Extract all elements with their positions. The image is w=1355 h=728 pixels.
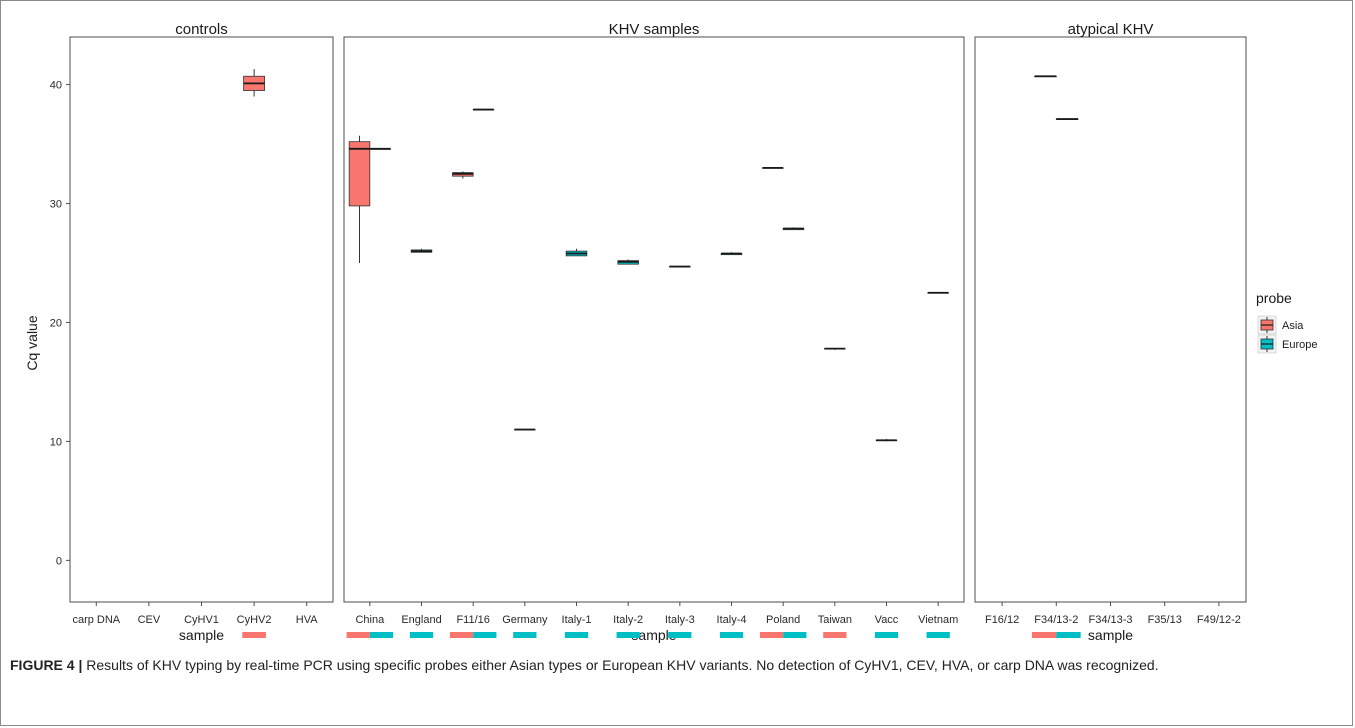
x-tick-label-f49-12-2: F49/12-2: [1197, 614, 1241, 626]
caption-text: Results of KHV typing by real-time PCR u…: [82, 657, 1159, 673]
x-tick-label-vietnam: Vietnam: [918, 614, 958, 626]
box-khv-samples-poland-europe: [782, 227, 805, 231]
probe-key-europe: [719, 632, 744, 638]
x-tick-label-italy-3: Italy-3: [665, 614, 695, 626]
x-tick-label-cyhv1: CyHV1: [184, 614, 219, 626]
x-tick-label-f11-16: F11/16: [456, 614, 489, 626]
probe-key-europe: [409, 632, 434, 638]
legend-entry-europe: Europe: [1257, 334, 1317, 354]
box-khv-samples-italy-1-europe: [565, 248, 588, 257]
y-tick-label-0: 0: [56, 555, 62, 567]
box-khv-samples-china-europe: [369, 147, 391, 150]
x-tick-label-poland: Poland: [766, 614, 800, 626]
figure-label: FIGURE 4 |: [10, 657, 83, 673]
legend-label-europe: Europe: [1282, 339, 1317, 351]
panel-layer: [69, 36, 1247, 603]
figure-caption: FIGURE 4 | Results of KHV typing by real…: [10, 656, 1345, 675]
box-khv-samples-vietnam-europe: [927, 291, 949, 294]
probe-key-europe: [369, 632, 394, 638]
legend: probe Asia Europe: [1256, 290, 1317, 354]
legend-title: probe: [1256, 290, 1292, 306]
x-axis-title: sample: [179, 627, 224, 643]
probe-key-asia: [449, 632, 474, 638]
legend-entry-asia: Asia: [1257, 315, 1304, 335]
probe-key-europe: [668, 632, 692, 638]
x-tick-label-f16-12: F16/12: [985, 614, 1019, 626]
probe-key-europe: [513, 632, 537, 638]
x-tick-label-cyhv2: CyHV2: [237, 614, 272, 626]
box-khv-samples-f11-16-asia: [452, 171, 474, 179]
panel-background: [344, 37, 964, 602]
panel-background: [70, 37, 333, 602]
legend-label-asia: Asia: [1282, 320, 1304, 332]
box-khv-samples-italy-3-europe: [669, 265, 691, 268]
x-tick-label-f34-13-3: F34/13-3: [1088, 614, 1132, 626]
x-axis-title: sample: [1088, 627, 1133, 643]
y-tick-label-10: 10: [50, 436, 62, 448]
probe-key-europe: [874, 632, 899, 638]
box-khv-samples-f11-16-europe: [472, 108, 495, 111]
y-tick-label-20: 20: [50, 317, 62, 329]
panel-title-khv-samples: KHV samples: [609, 21, 700, 38]
x-axis-title: sample: [631, 627, 676, 643]
mark-layer: [243, 69, 1079, 442]
x-tick-label-f34-13-2: F34/13-2: [1034, 614, 1078, 626]
text-layer: controls carp DNA CEV CyHV1 CyHV2 HVA sample KH…: [50, 21, 1241, 643]
box-khv-samples-germany-europe: [514, 428, 536, 431]
box-khv-samples-italy-2-europe: [617, 259, 639, 265]
probe-key-asia: [1031, 632, 1057, 638]
panel-border: [343, 36, 965, 603]
x-tick-label-germany: Germany: [502, 614, 548, 626]
x-tick-label-hva: HVA: [296, 614, 318, 626]
probe-key-europe: [616, 632, 640, 638]
box-khv-samples-poland-asia: [762, 166, 784, 169]
x-tick-label-italy-1: Italy-1: [562, 614, 592, 626]
box-atypical-khv-f34-13-2-europe: [1055, 118, 1079, 120]
probe-key-europe: [564, 632, 589, 638]
box-atypical-khv-f34-13-2-asia: [1034, 75, 1057, 78]
y-axis-title: Cq value: [24, 315, 40, 370]
probe-key-europe: [1056, 632, 1081, 638]
probe-key-europe: [926, 632, 950, 638]
x-tick-label-italy-2: Italy-2: [613, 614, 643, 626]
probe-key-asia: [346, 632, 370, 638]
probe-key-asia: [759, 632, 784, 638]
x-tick-label-china: China: [355, 614, 385, 626]
box-controls-cyhv2-asia: [243, 69, 266, 97]
x-tick-label-f35-13: F35/13: [1148, 614, 1182, 626]
x-tick-label-england: England: [401, 614, 441, 626]
probe-key-asia: [823, 632, 847, 638]
box-plot-chart: controls carp DNA CEV CyHV1 CyHV2 HVA sample KH…: [24, 21, 1317, 643]
box-khv-samples-taiwan-asia: [824, 347, 846, 350]
x-tick-label-italy-4: Italy-4: [717, 614, 747, 626]
y-tick-label-40: 40: [50, 80, 62, 92]
x-tick-label-cev: CEV: [138, 614, 161, 626]
panel-background: [975, 37, 1246, 602]
y-tick-label-30: 30: [50, 199, 62, 211]
panel-title-controls: controls: [175, 21, 228, 38]
box-body: [348, 141, 371, 207]
probe-key-europe: [783, 632, 807, 638]
x-tick-label-taiwan: Taiwan: [818, 614, 852, 626]
panel-title-atypical-khv: atypical KHV: [1068, 21, 1154, 38]
box-khv-samples-china-asia: [348, 135, 371, 263]
x-tick-label-carp-dna: carp DNA: [72, 614, 120, 626]
box-khv-samples-italy-4-europe: [720, 252, 743, 256]
box-khv-samples-england-europe: [410, 248, 433, 253]
box-khv-samples-vacc-europe: [875, 439, 898, 442]
x-tick-label-vacc: Vacc: [875, 614, 899, 626]
probe-key-asia: [242, 632, 266, 638]
probe-key-europe: [473, 632, 497, 638]
